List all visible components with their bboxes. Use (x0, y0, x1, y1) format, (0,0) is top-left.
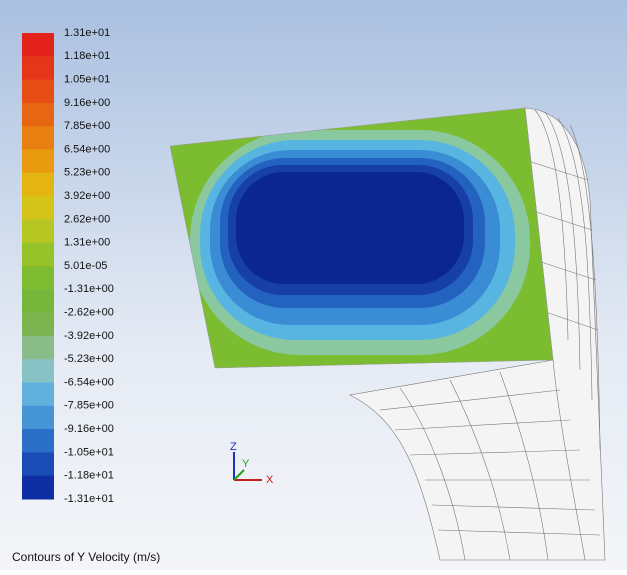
triad-x: X (266, 474, 274, 486)
colorbar-label: -1.18e+01 (64, 470, 114, 482)
colorbar-label: 5.01e-05 (64, 260, 107, 272)
colorbar-band (22, 312, 54, 337)
colorbar-label: 9.16e+00 (64, 97, 110, 109)
colorbar-label: 1.31e+00 (64, 237, 110, 249)
colorbar-band (22, 196, 54, 220)
colorbar-label: 6.54e+00 (64, 143, 110, 155)
colorbar-band (22, 405, 54, 430)
colorbar-band (22, 382, 54, 407)
colorbar-label: -6.54e+00 (64, 376, 114, 388)
colorbar-label: -1.31e+00 (64, 283, 114, 295)
colorbar-band (22, 126, 54, 150)
colorbar-label: -1.31e+01 (64, 493, 114, 505)
colorbar-label: 3.92e+00 (64, 190, 110, 202)
colorbar-band (22, 289, 54, 314)
colorbar-band (22, 475, 54, 500)
colorbar-band (22, 452, 54, 477)
colorbar-label: 1.05e+01 (64, 74, 110, 86)
face-outline (169, 107, 554, 369)
axis-triad: Z Y X (230, 441, 274, 486)
colorbar-band (22, 172, 54, 197)
colorbar-label: 2.62e+00 (64, 213, 110, 225)
colorbar-label: -5.23e+00 (64, 353, 114, 365)
colorbar-band (22, 219, 54, 244)
colorbar-label: -2.62e+00 (64, 307, 114, 319)
colorbar-band (22, 242, 54, 267)
mesh-body (349, 107, 606, 561)
colorbar-band (22, 429, 54, 453)
colorbar-label: 7.85e+00 (64, 120, 110, 132)
colorbar-label: 1.31e+01 (64, 27, 110, 39)
colorbar-band (22, 149, 54, 174)
colorbar-label: 5.23e+00 (64, 167, 110, 179)
colorbar-band (22, 33, 54, 57)
colorbar-label: 1.18e+01 (64, 50, 110, 62)
colorbar-label: -3.92e+00 (64, 330, 114, 342)
caption: Contours of Y Velocity (m/s) (12, 550, 160, 564)
colorbar-band (22, 335, 54, 360)
colorbar: 1.31e+01 1.18e+01 1.05e+01 9.16e+00 7.85e+00… (22, 27, 114, 505)
contour-face (170, 108, 553, 368)
colorbar-label: -7.85e+00 (64, 400, 114, 412)
triad-y: Y (242, 458, 250, 470)
colorbar-band (22, 79, 54, 104)
colorbar-band (22, 56, 54, 81)
colorbar-label: -9.16e+00 (64, 423, 114, 435)
colorbar-label: -1.05e+01 (64, 446, 114, 458)
colorbar-band (22, 266, 54, 290)
triad-z: Z (230, 441, 237, 453)
colorbar-band (22, 359, 54, 383)
colorbar-band (22, 102, 54, 127)
